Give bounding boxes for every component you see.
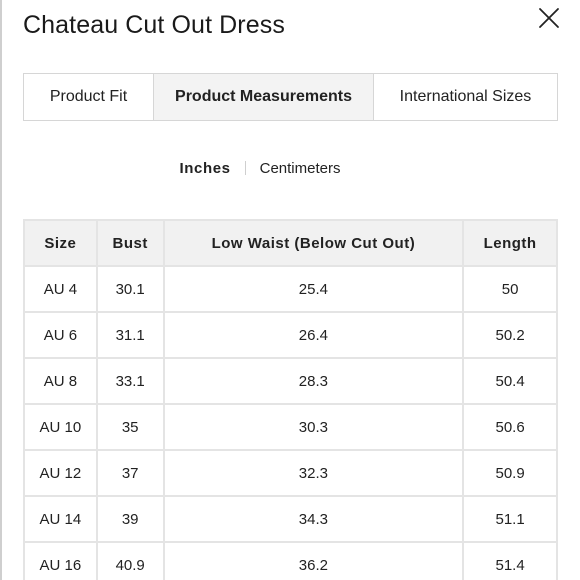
cell-bust: 40.9	[95, 541, 165, 580]
cell-low-waist: 26.4	[162, 311, 465, 359]
cell-bust: 31.1	[95, 311, 165, 359]
cell-low-waist: 36.2	[162, 541, 465, 580]
tab-product-measurements[interactable]: Product Measurements	[154, 74, 374, 120]
cell-length: 50.6	[462, 403, 558, 451]
cell-bust: 39	[95, 495, 165, 543]
cell-size: AU 14	[23, 495, 98, 543]
cell-length: 51.1	[462, 495, 558, 543]
table-row: AU 16 40.9 36.2 51.4	[23, 541, 558, 580]
tab-international-sizes[interactable]: International Sizes	[399, 88, 532, 105]
cell-length: 50	[462, 265, 558, 313]
cell-low-waist: 32.3	[162, 449, 465, 497]
table-row: AU 8 33.1 28.3 50.4	[23, 357, 558, 405]
cell-size: AU 8	[23, 357, 98, 405]
unit-inches[interactable]: Inches	[179, 159, 231, 177]
cell-low-waist: 25.4	[162, 265, 465, 313]
cell-length: 50.2	[462, 311, 558, 359]
close-icon	[539, 8, 559, 28]
cell-low-waist: 28.3	[162, 357, 465, 405]
cell-bust: 35	[95, 403, 165, 451]
page-title: Chateau Cut Out Dress	[23, 11, 285, 39]
cell-length: 50.9	[462, 449, 558, 497]
modal-left-edge	[0, 0, 2, 580]
cell-bust: 33.1	[95, 357, 165, 405]
cell-low-waist: 34.3	[162, 495, 465, 543]
unit-toggle: Inches Centimeters	[0, 157, 580, 179]
header-size: Size	[23, 219, 98, 267]
table-row: AU 14 39 34.3 51.1	[23, 495, 558, 543]
table-header-row: Size Bust Low Waist (Below Cut Out) Leng…	[23, 219, 558, 267]
header-bust: Bust	[95, 219, 165, 267]
tab-product-fit[interactable]: Product Fit	[24, 74, 154, 120]
cell-length: 51.4	[462, 541, 558, 580]
cell-size: AU 6	[23, 311, 98, 359]
table-row: AU 12 37 32.3 50.9	[23, 449, 558, 497]
tab-bar: Product Fit Product Measurements Interna…	[23, 73, 558, 121]
cell-bust: 37	[95, 449, 165, 497]
header-low-waist: Low Waist (Below Cut Out)	[162, 219, 465, 267]
cell-size: AU 16	[23, 541, 98, 580]
cell-bust: 30.1	[95, 265, 165, 313]
close-button[interactable]	[535, 4, 563, 32]
cell-size: AU 4	[23, 265, 98, 313]
cell-low-waist: 30.3	[162, 403, 465, 451]
cell-size: AU 10	[23, 403, 98, 451]
table-row: AU 6 31.1 26.4 50.2	[23, 311, 558, 359]
table-row: AU 4 30.1 25.4 50	[23, 265, 558, 313]
cell-length: 50.4	[462, 357, 558, 405]
cell-size: AU 12	[23, 449, 98, 497]
table-row: AU 10 35 30.3 50.6	[23, 403, 558, 451]
unit-centimeters[interactable]: Centimeters	[259, 159, 341, 177]
measurements-table: Size Bust Low Waist (Below Cut Out) Leng…	[23, 219, 558, 580]
header-length: Length	[462, 219, 558, 267]
unit-divider	[244, 161, 246, 175]
